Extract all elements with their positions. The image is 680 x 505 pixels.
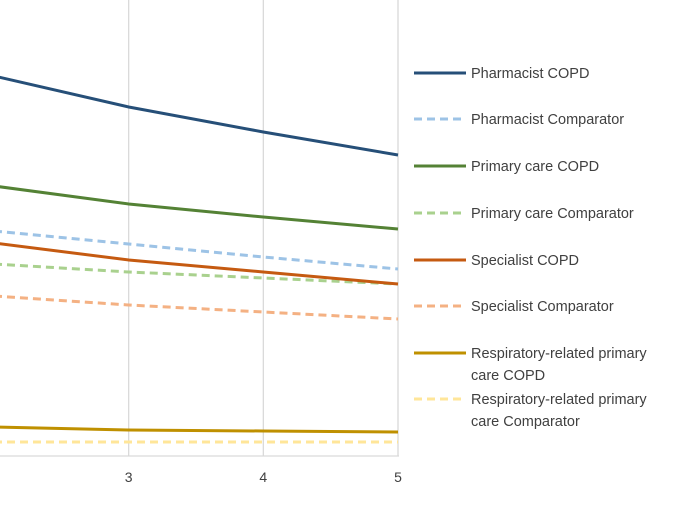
legend-item-0: Pharmacist COPD: [414, 66, 589, 82]
legend-label: Primary care COPD: [471, 159, 599, 175]
series-line-6: [0, 425, 399, 434]
series-line-4: [0, 242, 399, 286]
legend-item-1: Pharmacist Comparator: [414, 112, 624, 128]
x-tick-label: 4: [259, 469, 267, 485]
series-line-0: [0, 75, 399, 157]
legend-item-7: Respiratory-related primary care Comparat…: [414, 392, 647, 430]
legend-label: care COPD: [471, 368, 545, 384]
legend-label: Pharmacist Comparator: [471, 112, 624, 128]
x-tick-label: 5: [394, 469, 402, 485]
legend-item-6: Respiratory-related primary care COPD: [414, 346, 647, 384]
legend-item-3: Primary care Comparator: [414, 206, 634, 222]
series-line-1: [0, 230, 399, 271]
legend-label: Respiratory-related primary: [471, 346, 647, 362]
legend-item-2: Primary care COPD: [414, 159, 599, 175]
legend-label: Primary care Comparator: [471, 206, 634, 222]
series-line-2: [0, 185, 399, 231]
legend-label: Pharmacist COPD: [471, 66, 589, 82]
legend-label: Respiratory-related primary: [471, 392, 647, 408]
series-line-3: [0, 262, 399, 286]
legend-label: Specialist COPD: [471, 253, 579, 269]
legend-label: Specialist Comparator: [471, 299, 614, 315]
series-line-5: [0, 294, 399, 321]
x-tick-label: 3: [125, 469, 133, 485]
legend-item-4: Specialist COPD: [414, 253, 579, 269]
legend-item-5: Specialist Comparator: [414, 299, 614, 315]
legend-label: care Comparator: [471, 414, 580, 430]
